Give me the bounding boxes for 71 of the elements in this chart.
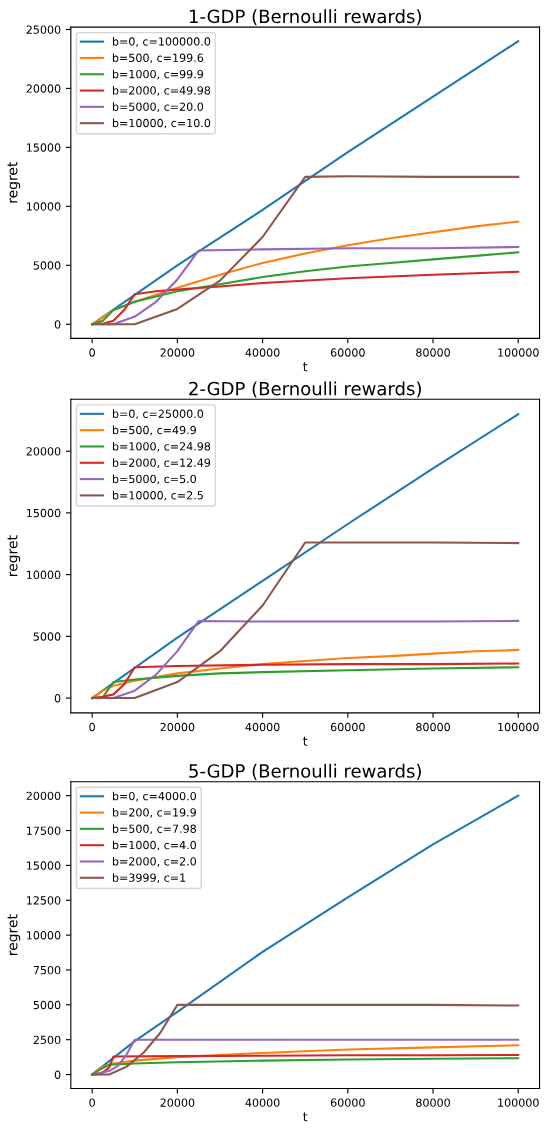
x-axis-title: t bbox=[303, 736, 308, 746]
x-tick-label: 60000 bbox=[330, 1098, 365, 1107]
legend-label: b=1000, c=99.9 bbox=[112, 69, 204, 80]
y-tick-label: 12500 bbox=[27, 896, 61, 905]
legend-label: b=0, c=25000.0 bbox=[112, 409, 204, 420]
y-tick-label: 7500 bbox=[33, 965, 61, 975]
legend-label: b=10000, c=2.5 bbox=[112, 490, 203, 501]
y-tick-label: 15000 bbox=[27, 508, 61, 518]
x-tick-label: 0 bbox=[89, 722, 95, 732]
legend-label: b=5000, c=5.0 bbox=[112, 474, 197, 485]
y-tick-label: 20000 bbox=[26, 84, 61, 93]
y-tick-label: 0 bbox=[54, 320, 61, 329]
legend-label: b=0, c=4000.0 bbox=[112, 791, 197, 802]
line-series bbox=[91, 220, 520, 326]
y-tick-label: 2500 bbox=[33, 1035, 61, 1045]
legend-label: b=3999, c=1 bbox=[112, 873, 186, 883]
legend-label: b=2000, c=12.49 bbox=[112, 458, 211, 468]
legend-label: b=10000, c=10.0 bbox=[112, 118, 211, 129]
x-tick-label: 40000 bbox=[245, 722, 280, 732]
x-tick-label: 80000 bbox=[416, 722, 450, 732]
x-tick-label: 20000 bbox=[160, 722, 195, 732]
x-axis-title: t bbox=[303, 1112, 308, 1122]
x-tick-label: 40000 bbox=[245, 348, 280, 357]
legend-label: b=0, c=100000.0 bbox=[112, 37, 211, 47]
x-tick-label: 20000 bbox=[160, 1098, 195, 1107]
line-series bbox=[91, 1038, 520, 1076]
y-tick-label: 10000 bbox=[27, 570, 61, 579]
x-tick-label: 100000 bbox=[498, 348, 539, 357]
y-tick-label: 0 bbox=[54, 694, 61, 703]
x-tick-label: 20000 bbox=[160, 348, 195, 357]
y-axis-title: regret bbox=[7, 535, 21, 576]
y-tick-label: 15000 bbox=[27, 143, 61, 152]
line-series bbox=[91, 175, 520, 326]
y-axis-title: regret bbox=[7, 914, 21, 955]
line-series bbox=[91, 648, 520, 700]
legend-label: b=500, c=49.9 bbox=[112, 425, 196, 436]
legend-label: b=5000, c=20.0 bbox=[112, 102, 204, 113]
y-tick-label: 25000 bbox=[26, 25, 61, 34]
y-tick-label: 0 bbox=[54, 1070, 61, 1079]
y-tick-label: 10000 bbox=[27, 202, 61, 211]
y-tick-label: 20000 bbox=[26, 791, 61, 801]
x-tick-label: 100000 bbox=[498, 1098, 539, 1107]
legend-label: b=2000, c=2.0 bbox=[112, 856, 197, 867]
x-tick-label: 60000 bbox=[330, 722, 365, 732]
y-tick-label: 5000 bbox=[33, 261, 61, 270]
legend-label: b=1000, c=4.0 bbox=[112, 840, 197, 851]
x-tick-label: 60000 bbox=[330, 348, 365, 357]
chart-title: 5-GDP (Bernoulli rewards) bbox=[189, 763, 421, 780]
x-tick-label: 80000 bbox=[416, 348, 450, 357]
legend-label: b=500, c=7.98 bbox=[112, 824, 196, 835]
x-tick-label: 80000 bbox=[416, 1098, 450, 1107]
y-axis-title: regret bbox=[7, 162, 21, 203]
x-tick-label: 100000 bbox=[498, 722, 539, 732]
chart-title: 1-GDP (Bernoulli rewards) bbox=[189, 9, 421, 26]
y-tick-label: 5000 bbox=[33, 632, 61, 641]
chart-title: 2-GDP (Bernoulli rewards) bbox=[189, 381, 421, 398]
y-tick-label: 10000 bbox=[27, 931, 61, 940]
legend-label: b=200, c=19.9 bbox=[112, 808, 196, 818]
x-tick-label: 0 bbox=[89, 348, 95, 357]
y-tick-label: 20000 bbox=[26, 447, 61, 456]
y-tick-label: 17500 bbox=[27, 826, 61, 835]
y-tick-label: 5000 bbox=[33, 1000, 61, 1010]
y-tick-label: 15000 bbox=[27, 861, 61, 870]
line-series bbox=[91, 541, 520, 700]
x-tick-label: 0 bbox=[89, 1098, 95, 1107]
legend-label: b=2000, c=49.98 bbox=[112, 86, 211, 96]
legend-label: b=500, c=199.6 bbox=[112, 53, 204, 64]
line-series bbox=[91, 1003, 520, 1076]
x-tick-label: 40000 bbox=[245, 1098, 280, 1107]
x-axis-title: t bbox=[303, 362, 308, 372]
legend-label: b=1000, c=24.98 bbox=[112, 441, 211, 452]
